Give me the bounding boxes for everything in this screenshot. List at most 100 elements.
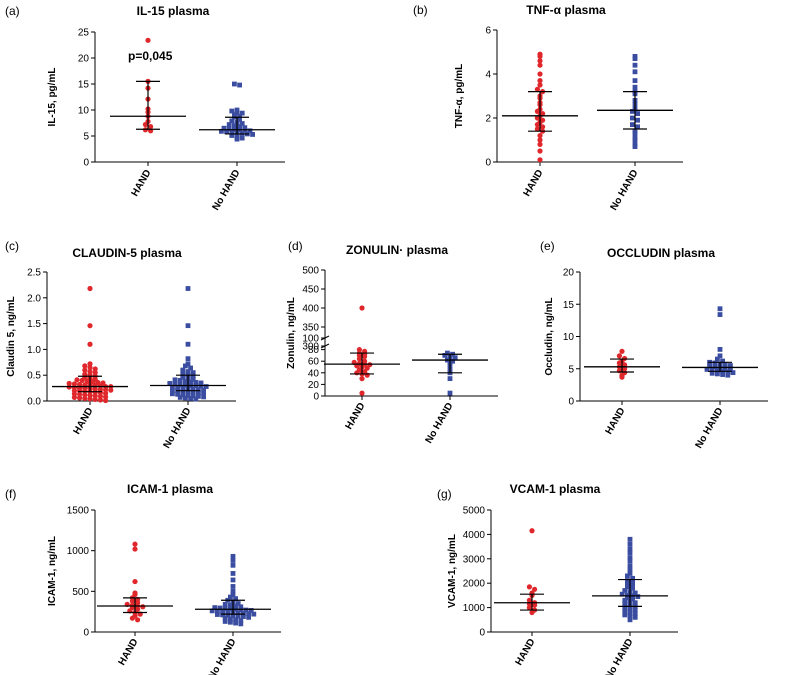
- data-point-no-hand: [632, 144, 638, 149]
- data-point-no-hand: [237, 124, 242, 130]
- data-point-no-hand: [630, 585, 635, 591]
- data-point-no-hand: [704, 366, 710, 372]
- data-point-no-hand: [175, 385, 180, 390]
- y-tick-label: 0: [83, 628, 89, 639]
- data-point-hand: [77, 381, 83, 388]
- chart-title: OCCLUDIN plasma: [607, 246, 715, 260]
- data-point-no-hand: [235, 613, 241, 619]
- data-point-no-hand: [196, 390, 201, 396]
- data-point-hand: [87, 323, 93, 329]
- x-tick-label: No HAND: [211, 168, 243, 212]
- data-point-no-hand: [709, 370, 715, 376]
- data-point-no-hand: [177, 377, 183, 383]
- y-tick-label: 0.5: [27, 371, 41, 382]
- data-point-no-hand: [228, 602, 233, 608]
- data-point-no-hand: [228, 594, 233, 600]
- data-point-no-hand: [728, 366, 733, 372]
- data-point-no-hand: [190, 393, 196, 399]
- data-point-hand: [532, 602, 538, 608]
- data-point-no-hand: [220, 612, 225, 618]
- data-point-hand: [71, 381, 77, 387]
- data-point-no-hand: [228, 616, 233, 622]
- data-point-hand: [537, 141, 543, 147]
- data-point-hand: [148, 124, 154, 130]
- y-tick-label: 20: [78, 54, 90, 65]
- data-point-no-hand: [193, 396, 199, 402]
- data-point-no-hand: [243, 607, 249, 613]
- data-point-no-hand: [625, 580, 630, 586]
- data-point-no-hand: [185, 286, 191, 291]
- data-point-hand: [135, 617, 141, 623]
- data-point-no-hand: [230, 613, 236, 619]
- data-point-no-hand: [237, 113, 242, 119]
- data-point-hand: [82, 367, 88, 373]
- data-point-no-hand: [237, 82, 242, 88]
- data-point-hand: [108, 387, 114, 393]
- data-point-hand: [77, 395, 83, 401]
- data-point-no-hand: [230, 571, 236, 576]
- x-tick-label: HAND: [117, 637, 141, 668]
- data-point-no-hand: [715, 371, 720, 377]
- data-point-no-hand: [177, 382, 183, 387]
- data-point-no-hand: [709, 367, 715, 373]
- x-tick-label: HAND: [72, 406, 96, 437]
- data-point-no-hand: [230, 562, 236, 568]
- data-point-no-hand: [442, 353, 448, 358]
- data-point-no-hand: [627, 563, 633, 569]
- x-tick-label: No HAND: [609, 168, 641, 212]
- data-point-no-hand: [180, 385, 186, 391]
- data-point-hand: [534, 86, 541, 92]
- x-tick-label: HAND: [130, 168, 154, 199]
- data-point-hand: [87, 392, 93, 398]
- data-point-no-hand: [201, 390, 206, 396]
- x-tick-label: HAND: [514, 637, 538, 668]
- data-point-no-hand: [627, 550, 633, 556]
- data-point-no-hand: [627, 536, 633, 542]
- data-point-hand: [71, 394, 77, 400]
- data-point-no-hand: [246, 614, 251, 620]
- data-point-hand: [362, 353, 368, 360]
- data-point-hand: [537, 82, 543, 88]
- data-point-hand: [537, 78, 543, 84]
- data-point-hand: [537, 148, 543, 154]
- data-point-no-hand: [226, 126, 232, 132]
- data-point-no-hand: [203, 384, 209, 389]
- y-tick-label: 0: [313, 392, 319, 403]
- data-point-no-hand: [229, 133, 235, 138]
- data-point-no-hand: [246, 611, 251, 617]
- data-point-no-hand: [222, 615, 228, 621]
- data-point-no-hand: [237, 116, 242, 122]
- data-point-no-hand: [712, 360, 718, 366]
- data-point-hand: [529, 528, 535, 534]
- data-point-hand: [354, 370, 360, 376]
- data-point-no-hand: [720, 358, 725, 364]
- y-tick-label: 1000: [463, 603, 486, 614]
- data-point-hand: [359, 390, 365, 396]
- data-point-no-hand: [225, 609, 231, 615]
- data-point-no-hand: [193, 380, 199, 385]
- data-point-no-hand: [248, 608, 254, 613]
- data-point-no-hand: [632, 69, 638, 75]
- data-point-no-hand: [632, 600, 638, 606]
- data-point-hand: [529, 609, 535, 616]
- data-point-no-hand: [627, 555, 633, 560]
- data-point-hand: [87, 361, 93, 367]
- data-point-no-hand: [627, 606, 633, 612]
- data-point-hand: [534, 126, 541, 132]
- data-point-no-hand: [188, 396, 193, 401]
- y-tick-label: 15: [563, 300, 575, 311]
- y-tick-label: 60: [308, 357, 320, 368]
- data-point-hand: [87, 285, 93, 292]
- data-point-no-hand: [229, 118, 235, 124]
- data-point-no-hand: [234, 107, 240, 113]
- y-tick-label: 0: [568, 397, 574, 408]
- data-point-no-hand: [630, 596, 635, 602]
- data-point-no-hand: [241, 614, 246, 619]
- panel-label: (a): [5, 4, 20, 18]
- data-point-no-hand: [627, 546, 633, 552]
- data-point-no-hand: [172, 377, 178, 383]
- data-point-no-hand: [242, 125, 248, 131]
- y-tick-label: 2.0: [27, 293, 41, 304]
- data-point-no-hand: [224, 129, 229, 135]
- data-point-no-hand: [632, 78, 638, 83]
